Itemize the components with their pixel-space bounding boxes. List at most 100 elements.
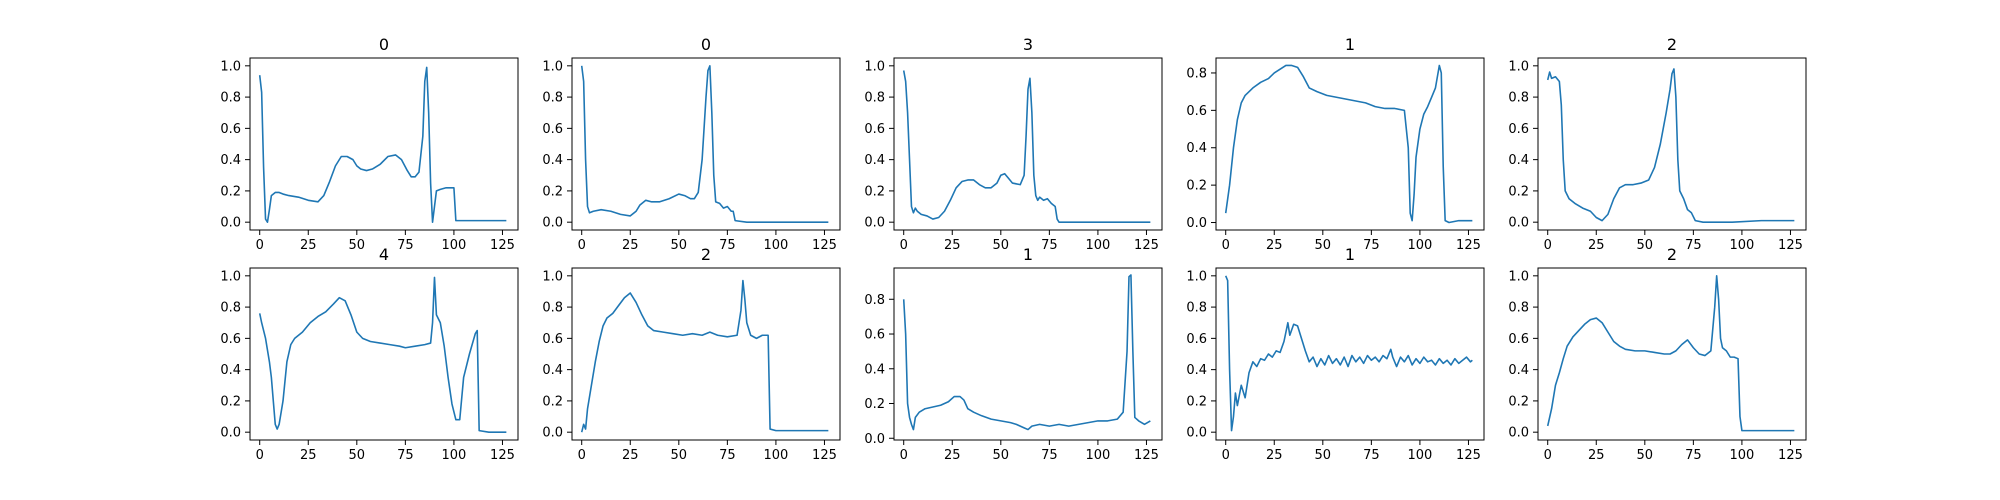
subplot-1: 0 0 25 50 75 100 125 0.0 0.2 0.4 0.6 0.8 1.0 [542, 35, 841, 253]
x-tick-label: 25 [944, 238, 961, 253]
y-tick-label: 0.2 [542, 184, 563, 199]
x-tick-label: 100 [1729, 448, 1754, 463]
y-tick-label: 0.4 [220, 153, 241, 168]
x-tick-label: 100 [1085, 238, 1110, 253]
x-tick-label: 0 [1222, 448, 1230, 463]
x-tick-label: 50 [1637, 448, 1654, 463]
x-tick-label: 25 [622, 448, 639, 463]
y-tick-label: 0.8 [864, 293, 885, 308]
x-tick-label: 50 [1315, 238, 1332, 253]
series-line [902, 274, 1151, 431]
y-tick-label: 0.2 [864, 397, 885, 412]
y-tick-label: 0.4 [1186, 141, 1207, 156]
x-tick-label: 25 [300, 238, 317, 253]
subplot-6: 2 0 25 50 75 100 125 0.0 0.2 0.4 0.6 0.8 1.0 [542, 245, 841, 463]
subplot-5: 4 0 25 50 75 100 125 0.0 0.2 0.4 0.6 0.8 1.0 [220, 245, 519, 463]
y-tick-label: 0.6 [1186, 332, 1207, 347]
axes-frame [1537, 57, 1807, 231]
y-tick-label: 0.4 [1508, 363, 1529, 378]
series-line [1224, 275, 1473, 432]
subplot-8: 1 0 25 50 75 100 125 0.0 0.2 0.4 0.6 0.8 1.0 [1186, 245, 1485, 463]
y-tick-label: 0.4 [1186, 363, 1207, 378]
subplot-2: 3 0 25 50 75 100 125 0.0 0.2 0.4 0.6 0.8 1.0 [864, 35, 1163, 253]
y-tick-label: 0.4 [864, 362, 885, 377]
x-tick-label: 25 [1588, 448, 1605, 463]
x-tick-label: 75 [1363, 238, 1380, 253]
x-tick-label: 75 [397, 238, 414, 253]
x-tick-label: 50 [993, 448, 1010, 463]
y-tick-label: 0.6 [1508, 122, 1529, 137]
series-line [1546, 275, 1795, 432]
y-tick-label: 0.8 [220, 301, 241, 316]
y-tick-label: 0.8 [1186, 301, 1207, 316]
y-tick-label: 0.6 [1186, 104, 1207, 119]
x-tick-label: 25 [622, 238, 639, 253]
y-tick-label: 0.2 [542, 394, 563, 409]
y-tick-label: 0.6 [1508, 332, 1529, 347]
y-tick-label: 0.4 [220, 363, 241, 378]
x-tick-label: 125 [1778, 448, 1803, 463]
y-tick-label: 0.2 [1508, 184, 1529, 199]
x-tick-label: 25 [300, 448, 317, 463]
y-tick-label: 0.8 [542, 301, 563, 316]
y-tick-label: 0.8 [542, 91, 563, 106]
x-tick-label: 50 [993, 238, 1010, 253]
y-tick-label: 0.2 [1186, 394, 1207, 409]
x-tick-label: 25 [944, 448, 961, 463]
y-tick-label: 0.0 [1186, 426, 1207, 441]
y-tick-label: 0.0 [220, 426, 241, 441]
x-tick-label: 125 [1134, 238, 1159, 253]
x-tick-label: 100 [1407, 238, 1432, 253]
y-tick-label: 0.6 [542, 332, 563, 347]
y-tick-label: 0.6 [864, 122, 885, 137]
x-tick-label: 75 [1363, 448, 1380, 463]
x-tick-label: 0 [1222, 238, 1230, 253]
series-line [258, 276, 507, 433]
x-tick-label: 0 [900, 448, 908, 463]
x-tick-label: 100 [1729, 238, 1754, 253]
x-tick-label: 75 [1041, 448, 1058, 463]
x-tick-label: 100 [1085, 448, 1110, 463]
y-tick-label: 0.8 [1186, 66, 1207, 81]
subplot-title: 2 [701, 245, 711, 264]
axes-frame [249, 57, 519, 231]
y-tick-label: 0.0 [542, 216, 563, 231]
x-tick-label: 75 [397, 448, 414, 463]
x-tick-label: 0 [256, 238, 264, 253]
subplot-7: 1 0 25 50 75 100 125 0.0 0.2 0.4 0.6 0.8 [864, 245, 1163, 463]
axes-frame [249, 267, 519, 441]
series-line [1546, 68, 1795, 223]
y-tick-label: 0.2 [1186, 179, 1207, 194]
subplot-title: 1 [1345, 245, 1355, 264]
axes-frame [571, 267, 841, 441]
subplot-title: 3 [1023, 35, 1033, 54]
subplot-4: 2 0 25 50 75 100 125 0.0 0.2 0.4 0.6 0.8 1.0 [1508, 35, 1807, 253]
x-tick-label: 50 [1315, 448, 1332, 463]
x-tick-label: 0 [578, 448, 586, 463]
subplot-0: 0 0 25 50 75 100 125 0.0 0.2 0.4 0.6 0.8 1.0 [220, 35, 519, 253]
x-tick-label: 0 [578, 238, 586, 253]
x-tick-label: 125 [490, 238, 515, 253]
x-tick-label: 125 [1456, 238, 1481, 253]
y-tick-label: 0.6 [864, 328, 885, 343]
y-tick-label: 0.8 [864, 91, 885, 106]
x-tick-label: 25 [1266, 238, 1283, 253]
subplot-9: 2 0 25 50 75 100 125 0.0 0.2 0.4 0.6 0.8 1.0 [1508, 245, 1807, 463]
x-tick-label: 100 [763, 238, 788, 253]
y-tick-label: 0.0 [542, 426, 563, 441]
x-tick-label: 125 [812, 448, 837, 463]
x-tick-label: 0 [900, 238, 908, 253]
x-tick-label: 75 [719, 448, 736, 463]
y-tick-label: 0.4 [864, 153, 885, 168]
x-tick-label: 0 [1544, 448, 1552, 463]
y-tick-label: 0.8 [220, 91, 241, 106]
x-tick-label: 125 [1134, 448, 1159, 463]
x-tick-label: 0 [1544, 238, 1552, 253]
subplot-title: 4 [379, 245, 389, 264]
y-tick-label: 1.0 [542, 269, 563, 284]
y-tick-label: 1.0 [542, 59, 563, 74]
y-tick-label: 0.4 [542, 153, 563, 168]
axes-frame [893, 57, 1163, 231]
x-tick-label: 125 [1778, 238, 1803, 253]
